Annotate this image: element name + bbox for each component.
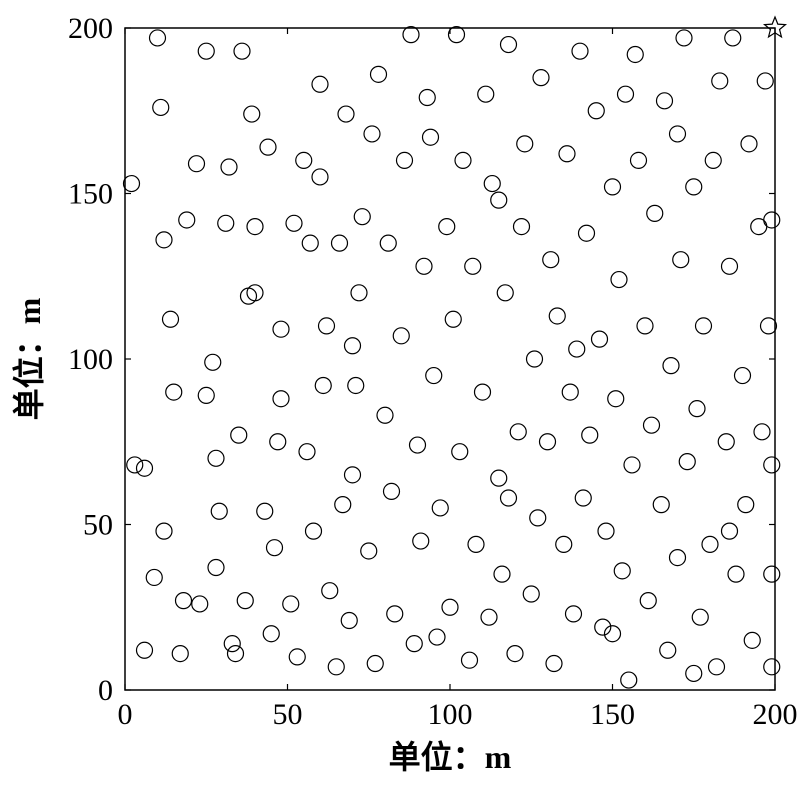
y-tick-label: 100	[68, 343, 113, 376]
y-tick-label: 150	[68, 178, 113, 211]
x-tick-label: 50	[273, 698, 303, 731]
x-tick-label: 100	[428, 698, 473, 731]
x-tick-label: 200	[753, 698, 798, 731]
y-tick-label: 200	[68, 12, 113, 45]
x-axis-label: 单位：m	[389, 739, 512, 775]
y-axis-label: 单位：m	[11, 297, 47, 420]
x-tick-label: 0	[118, 698, 133, 731]
chart-svg: 0 50 100 150 200 0 50 100 150 200 单位：m 单位：m	[0, 0, 800, 794]
scatter-chart: 0 50 100 150 200 0 50 100 150 200 单位：m 单位：m	[0, 0, 800, 794]
y-tick-label: 50	[83, 509, 113, 542]
plot-area	[125, 28, 775, 690]
x-tick-label: 150	[590, 698, 635, 731]
y-tick-label: 0	[98, 674, 113, 707]
